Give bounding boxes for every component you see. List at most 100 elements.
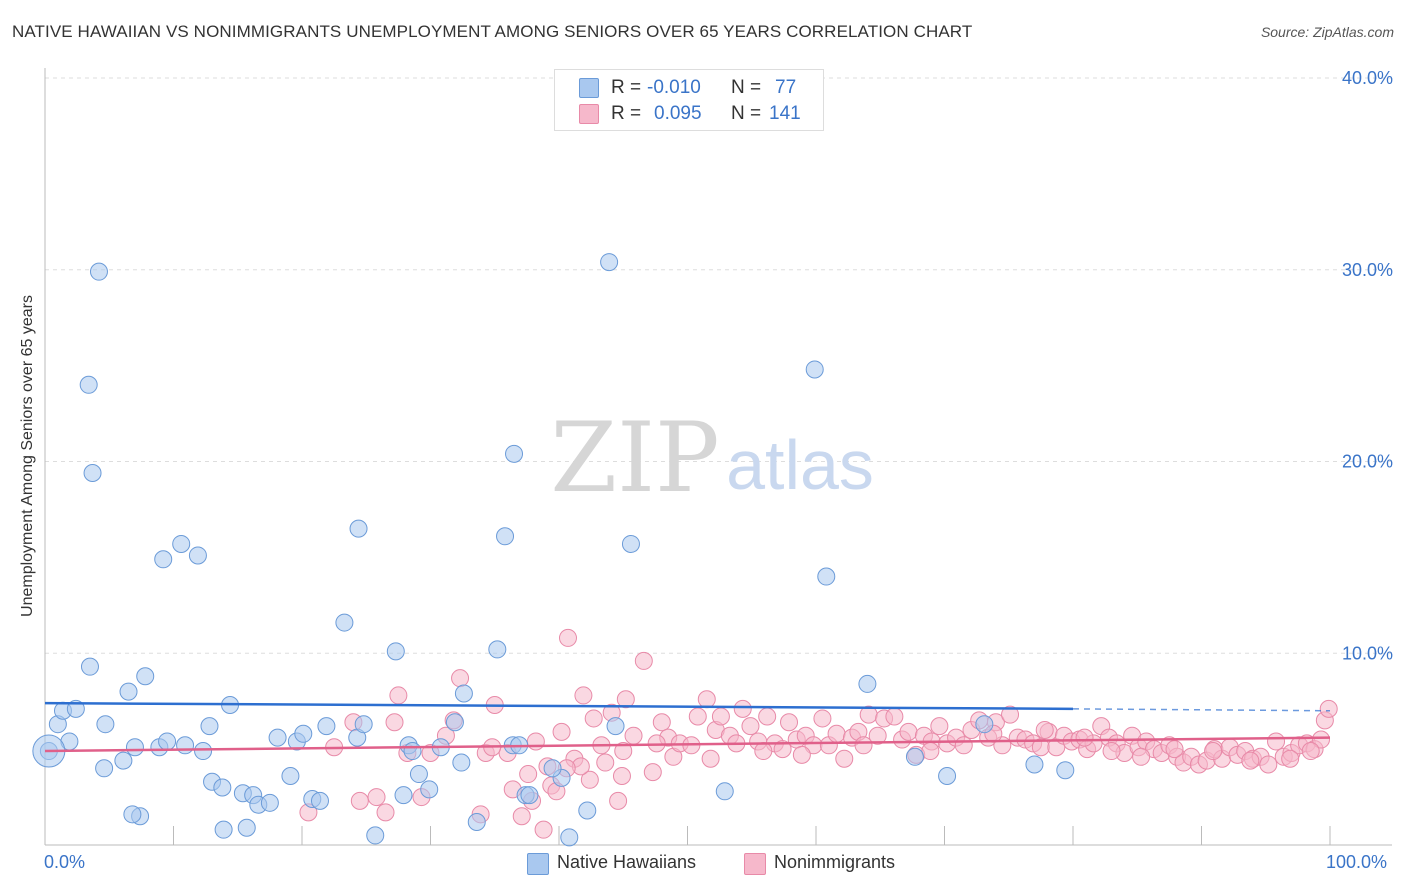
data-point-nonimmigrants — [558, 628, 577, 647]
legend-n-value: 141 — [769, 103, 801, 124]
data-point-nonimmigrants — [773, 740, 792, 759]
data-point-native-hawaiians — [817, 567, 836, 586]
data-point-native-hawaiians — [349, 519, 368, 538]
data-point-nonimmigrants — [534, 820, 553, 839]
data-point-native-hawaiians — [158, 732, 177, 751]
y-tick-label: 30.0% — [1342, 260, 1393, 280]
data-point-native-hawaiians — [119, 682, 138, 701]
data-point-native-hawaiians — [488, 640, 507, 659]
y-tick-labels: 10.0% 20.0% 30.0% 40.0% — [1342, 68, 1393, 663]
data-point-nonimmigrants — [519, 765, 538, 784]
data-point-native-hawaiians — [136, 667, 155, 686]
data-point-nonimmigrants — [526, 732, 545, 751]
data-point-native-hawaiians — [281, 766, 300, 785]
data-point-nonimmigrants — [854, 736, 873, 755]
axes — [44, 68, 1392, 846]
data-point-nonimmigrants — [643, 763, 662, 782]
data-point-nonimmigrants — [868, 726, 887, 745]
data-point-nonimmigrants — [1281, 749, 1300, 768]
data-point-nonimmigrants — [688, 707, 707, 726]
data-point-native-hawaiians — [420, 780, 439, 799]
data-point-nonimmigrants — [451, 669, 470, 688]
data-point-native-hawaiians — [452, 753, 471, 772]
data-point-native-hawaiians — [80, 657, 99, 676]
data-point-nonimmigrants — [733, 699, 752, 718]
data-point-nonimmigrants — [614, 742, 633, 761]
data-point-nonimmigrants — [813, 709, 832, 728]
gridlines — [45, 77, 1392, 654]
data-point-nonimmigrants — [1312, 730, 1331, 749]
chart-title: NATIVE HAWAIIAN VS NONIMMIGRANTS UNEMPLO… — [12, 22, 973, 41]
y-tick-label: 20.0% — [1342, 452, 1393, 472]
data-point-nonimmigrants — [1267, 732, 1286, 751]
data-point-nonimmigrants — [624, 726, 643, 745]
data-point-nonimmigrants — [954, 736, 973, 755]
data-point-native-hawaiians — [123, 805, 142, 824]
data-point-native-hawaiians — [1025, 755, 1044, 774]
data-point-native-hawaiians — [938, 766, 957, 785]
data-point-nonimmigrants — [1204, 742, 1223, 761]
data-point-nonimmigrants — [701, 749, 720, 768]
data-point-nonimmigrants — [1102, 742, 1121, 761]
data-point-nonimmigrants — [1001, 705, 1020, 724]
legend-r-label: R = — [611, 77, 642, 98]
series-native-hawaiians — [32, 253, 1075, 847]
legend-r-value: -0.010 — [647, 77, 701, 98]
watermark: ZIP atlas — [550, 402, 874, 514]
data-point-nonimmigrants — [1035, 720, 1054, 739]
data-point-nonimmigrants — [596, 753, 615, 772]
data-point-native-hawaiians — [560, 828, 579, 847]
bottom-legend-label: Native Hawaiians — [557, 852, 697, 872]
data-point-nonimmigrants — [930, 717, 949, 736]
data-point-nonimmigrants — [389, 686, 408, 705]
data-point-native-hawaiians — [409, 765, 428, 784]
data-point-native-hawaiians — [176, 736, 195, 755]
data-point-native-hawaiians — [621, 534, 640, 553]
data-point-native-hawaiians — [96, 715, 115, 734]
data-point-nonimmigrants — [367, 788, 386, 807]
data-point-nonimmigrants — [350, 791, 369, 810]
data-point-nonimmigrants — [780, 713, 799, 732]
data-point-native-hawaiians — [520, 786, 539, 805]
data-point-native-hawaiians — [606, 717, 625, 736]
data-point-native-hawaiians — [403, 742, 422, 761]
bottom-legend-swatch-pink — [744, 853, 766, 875]
data-point-nonimmigrants — [1259, 755, 1278, 774]
data-point-nonimmigrants — [609, 791, 628, 810]
data-point-nonimmigrants — [1075, 728, 1094, 747]
data-point-native-hawaiians — [125, 738, 144, 757]
data-point-native-hawaiians — [335, 613, 354, 632]
data-point-native-hawaiians — [858, 674, 877, 693]
data-point-native-hawaiians — [505, 444, 524, 463]
data-point-nonimmigrants — [376, 803, 395, 822]
data-point-nonimmigrants — [1165, 740, 1184, 759]
data-point-native-hawaiians — [394, 786, 413, 805]
data-point-native-hawaiians — [213, 778, 232, 797]
source-label: Source: ZipAtlas.com — [1260, 24, 1394, 40]
bottom-legend-swatch-blue — [527, 853, 549, 875]
data-point-nonimmigrants — [552, 722, 571, 741]
watermark-atlas: atlas — [726, 426, 874, 504]
bottom-legend-label: Nonimmigrants — [774, 852, 896, 872]
y-tick-label: 40.0% — [1342, 68, 1393, 88]
data-point-nonimmigrants — [741, 717, 760, 736]
data-point-native-hawaiians — [600, 253, 619, 272]
data-point-native-hawaiians — [543, 759, 562, 778]
data-point-native-hawaiians — [172, 534, 191, 553]
data-point-native-hawaiians — [386, 642, 405, 661]
data-point-nonimmigrants — [574, 686, 593, 705]
data-point-native-hawaiians — [366, 826, 385, 845]
data-point-native-hawaiians — [496, 527, 515, 546]
data-point-nonimmigrants — [612, 766, 631, 785]
data-point-nonimmigrants — [754, 742, 773, 761]
data-point-native-hawaiians — [214, 820, 233, 839]
data-point-nonimmigrants — [921, 742, 940, 761]
data-point-nonimmigrants — [1241, 751, 1260, 770]
trend-lines — [44, 701, 1331, 753]
data-point-native-hawaiians — [114, 751, 133, 770]
data-point-nonimmigrants — [1301, 742, 1320, 761]
trend-line-nonimmigrants — [44, 736, 1331, 753]
data-point-nonimmigrants — [758, 707, 777, 726]
data-point-native-hawaiians — [310, 791, 329, 810]
